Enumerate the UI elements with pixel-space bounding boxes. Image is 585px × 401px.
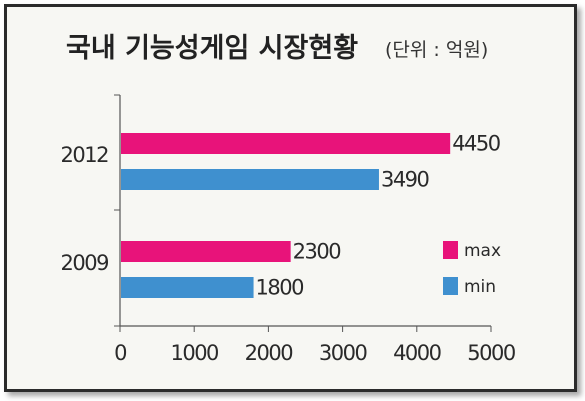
bar-min [121, 277, 254, 298]
x-tick-label: 5000 [467, 341, 515, 365]
category-label: 2012 [61, 143, 109, 167]
bar-max [121, 241, 291, 262]
data-label: 1800 [256, 276, 304, 300]
legend-label: min [464, 277, 496, 297]
x-tick-label: 2000 [245, 341, 293, 365]
bars [121, 133, 451, 298]
bar-max [121, 133, 451, 154]
data-label: 3490 [381, 168, 429, 192]
x-tick-label: 0 [114, 341, 126, 365]
data-labels: 4450 2300 3490 1800 [256, 132, 502, 300]
legend: max min [443, 241, 501, 297]
legend-label: max [464, 241, 501, 261]
chart-title: 국내 기능성게임 시장현황 [66, 33, 358, 64]
data-label: 2300 [293, 240, 341, 264]
chart-subtitle: (단위 : 억원) [385, 39, 488, 61]
legend-swatch-min [443, 277, 458, 295]
data-label: 4450 [452, 132, 500, 156]
category-label: 2009 [61, 251, 109, 275]
x-tick-label: 4000 [393, 341, 441, 365]
x-tick-label: 1000 [170, 341, 218, 365]
x-tick-label: 3000 [319, 341, 367, 365]
axes: 0 1000 2000 3000 4000 5000 2012 2009 [61, 94, 516, 365]
chart-frame [4, 4, 577, 392]
legend-swatch-max [443, 241, 458, 259]
bar-min [121, 169, 379, 190]
